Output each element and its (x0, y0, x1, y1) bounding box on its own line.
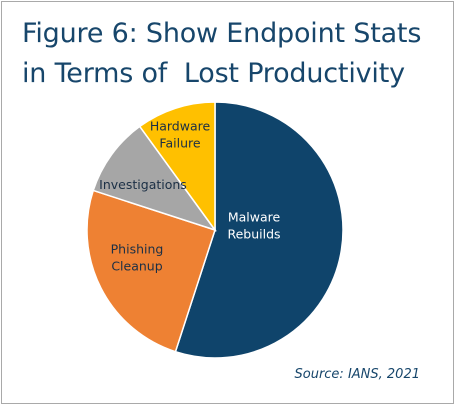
chart-title-line-2: in Terms of Lost Productivity (22, 58, 405, 89)
slice-label-1-line-1: Cleanup (111, 259, 162, 274)
slice-label-3-line-1: Failure (159, 136, 200, 151)
pie-slice-2 (92, 125, 217, 232)
chart-title-line-1: Figure 6: Show Endpoint Stats (22, 18, 422, 49)
slice-label-2: Investigations (99, 177, 187, 192)
slice-label-3-line-0: Hardware (150, 119, 211, 134)
slice-label-1: Phishing Cleanup (111, 242, 164, 274)
pie-slice-1 (86, 189, 216, 353)
pie-slice-3 (138, 101, 216, 233)
slice-label-1-line-0: Phishing (111, 242, 164, 257)
slice-label-2-line-0: Investigations (99, 177, 187, 192)
slice-label-0-line-1: Rebuilds (227, 227, 280, 242)
slice-label-0: Malware Rebuilds (227, 210, 280, 242)
slice-label-0-line-0: Malware (228, 210, 281, 225)
pie-slice-0 (174, 101, 344, 359)
chart-title: Figure 6: Show Endpoint Stats in Terms o… (22, 14, 442, 94)
slice-label-3: Hardware Failure (150, 119, 211, 151)
source-note: Source: IANS, 2021 (294, 367, 421, 382)
